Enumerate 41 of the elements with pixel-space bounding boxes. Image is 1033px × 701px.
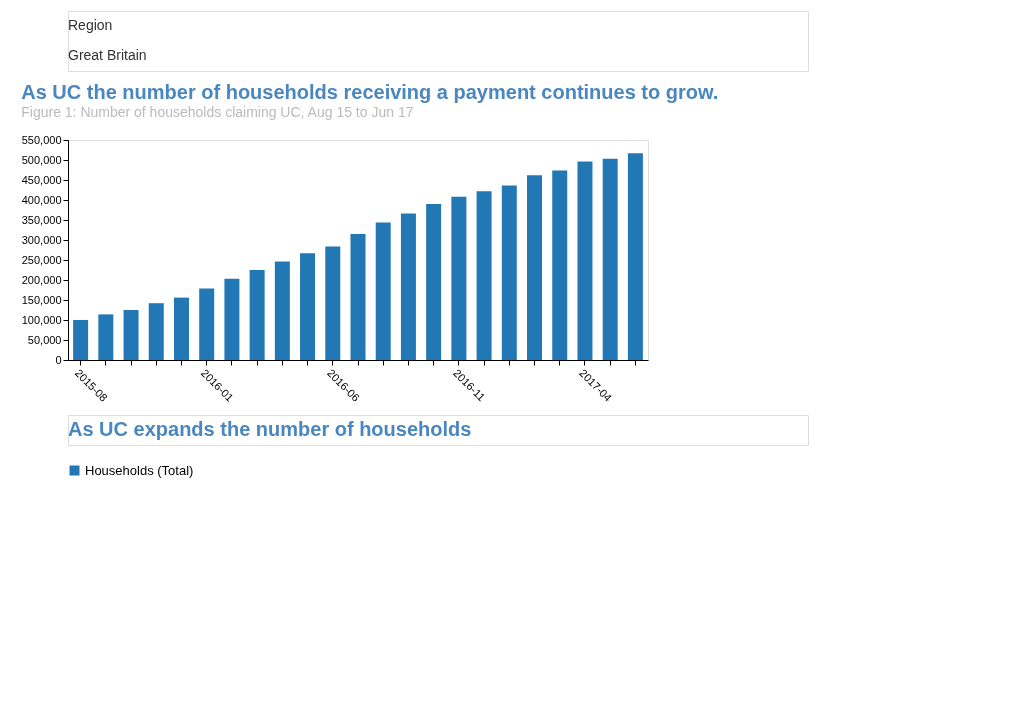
bar — [552, 170, 568, 360]
y-tick-label: 50,000 — [27, 333, 62, 346]
chart-title: As UC the number of households receiving a payment continues to grow. — [21, 81, 719, 103]
y-tick-label: 400,000 — [21, 193, 62, 206]
bar — [350, 234, 366, 360]
bar — [199, 288, 215, 360]
text: Great Britain — [68, 47, 147, 63]
bar — [73, 320, 89, 360]
bar — [249, 270, 265, 360]
legend-label: Households (Total) — [85, 462, 194, 478]
chart-subtitle: Figure 1: Number of households claiming UC, Aug 15 to Jun 17 — [21, 104, 414, 120]
bar — [274, 261, 290, 360]
bar — [577, 161, 593, 360]
text: As UC expands the number of households — [68, 418, 472, 440]
y-tick-label: 300,000 — [21, 233, 62, 246]
bar — [400, 213, 416, 360]
y-tick-label: 250,000 — [21, 253, 62, 266]
bar — [173, 297, 189, 360]
y-tick-label: 500,000 — [21, 153, 62, 166]
bar — [98, 314, 114, 360]
bar — [476, 191, 492, 360]
bar — [501, 185, 517, 360]
y-tick-label: 550,000 — [21, 133, 62, 146]
bar — [300, 253, 316, 360]
bar — [148, 303, 164, 360]
bar — [224, 278, 240, 360]
bar — [375, 222, 391, 360]
y-tick-label: 350,000 — [21, 213, 62, 226]
y-tick-label: 0 — [55, 353, 62, 366]
bar — [325, 246, 341, 360]
bar — [123, 310, 139, 360]
y-tick-label: 150,000 — [21, 293, 62, 306]
bar — [527, 175, 543, 360]
bar — [451, 196, 467, 360]
bar — [602, 158, 618, 360]
bar — [627, 153, 643, 360]
y-tick-label: 200,000 — [21, 273, 62, 286]
text: Region — [68, 17, 113, 33]
y-tick-label: 450,000 — [21, 173, 62, 186]
y-tick-label: 100,000 — [21, 313, 62, 326]
bar — [426, 204, 442, 360]
